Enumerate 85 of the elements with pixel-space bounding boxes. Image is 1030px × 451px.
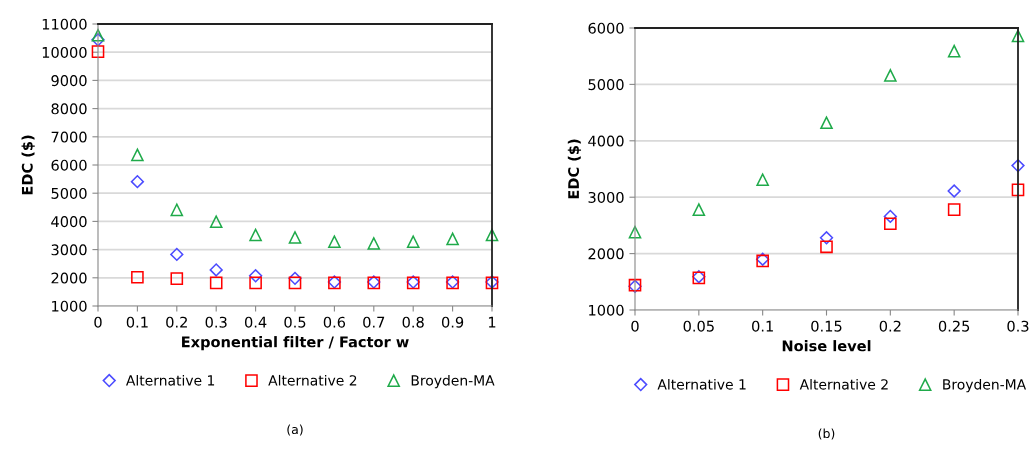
- y-tick-label: 10000: [42, 46, 87, 58]
- point: [692, 203, 706, 216]
- x-tick-label: 0.1: [752, 320, 773, 332]
- point: [628, 225, 642, 239]
- point: [170, 203, 184, 217]
- point: [406, 235, 420, 249]
- point: [820, 240, 833, 254]
- legend-label: Alternative 1: [126, 374, 215, 386]
- y-tick-label: 7000: [51, 131, 87, 143]
- y-tick-label: 8000: [51, 103, 87, 115]
- point: [249, 276, 262, 290]
- x-tick-label: 0.25: [938, 320, 970, 332]
- point: [209, 276, 223, 290]
- x-axis-title: Noise level: [782, 340, 871, 352]
- x-tick-label: 0.7: [363, 316, 385, 328]
- point: [820, 116, 833, 130]
- point: [170, 272, 184, 285]
- point: [209, 215, 223, 229]
- point: [328, 235, 341, 249]
- y-axis-title: EDC ($): [21, 135, 35, 195]
- legend-label: Alternative 1: [657, 378, 746, 390]
- y-tick-label: 3000: [51, 244, 87, 256]
- point: [91, 33, 105, 47]
- point: [131, 148, 144, 162]
- point: [1011, 183, 1025, 197]
- point: [947, 203, 961, 216]
- point: [91, 28, 105, 42]
- point: [130, 174, 145, 189]
- y-tick-label: 5000: [588, 79, 624, 91]
- point: [170, 247, 184, 262]
- point: [1011, 158, 1025, 173]
- point: [288, 231, 302, 244]
- point: [367, 237, 381, 250]
- y-tick-label: 4000: [588, 135, 624, 147]
- legend-label: Broyden-MA: [943, 378, 1027, 393]
- y-tick-label: 2000: [588, 248, 624, 260]
- point: [446, 232, 459, 246]
- x-tick-label: 0: [94, 316, 102, 328]
- legend-label: Broyden-MA: [411, 374, 495, 389]
- y-tick-label: 2000: [51, 272, 87, 284]
- x-tick-label: 0.15: [811, 320, 842, 332]
- x-tick-label: 0.3: [1007, 320, 1029, 332]
- x-tick-label: 0: [631, 320, 639, 332]
- y-axis-title: EDC ($): [567, 139, 582, 199]
- y-tick-label: 11000: [42, 18, 87, 30]
- x-tick-label: 0.8: [402, 316, 424, 328]
- x-tick-label: 0.2: [879, 320, 901, 332]
- point: [819, 231, 834, 245]
- point: [947, 184, 961, 198]
- text: (a): [287, 424, 303, 436]
- y-tick-label: 5000: [51, 187, 87, 199]
- x-tick-label: 0.05: [683, 320, 714, 332]
- y-tick-label: 6000: [51, 159, 87, 171]
- point: [131, 270, 144, 284]
- text: (b): [818, 428, 835, 440]
- y-tick-label: 9000: [51, 75, 87, 87]
- point: [91, 45, 105, 58]
- x-tick-label: 0.6: [323, 316, 346, 328]
- point: [485, 228, 499, 242]
- point: [883, 209, 897, 224]
- legend-label: Alternative 2: [799, 378, 888, 390]
- point: [1011, 29, 1025, 43]
- x-tick-label: 0.1: [126, 316, 148, 328]
- x-tick-label: 0.9: [441, 316, 464, 328]
- point: [756, 173, 769, 187]
- x-tick-label: 0.4: [244, 316, 267, 328]
- point: [884, 217, 897, 231]
- point: [288, 276, 302, 290]
- x-tick-label: 0.5: [284, 316, 306, 328]
- point: [947, 44, 961, 58]
- point: [209, 263, 223, 277]
- y-tick-label: 1000: [589, 304, 624, 316]
- point: [249, 228, 262, 242]
- point: [248, 269, 263, 283]
- x-tick-label: 0.2: [166, 316, 187, 328]
- y-tick-label: 1000: [52, 300, 87, 312]
- x-tick-label: 1: [488, 316, 496, 328]
- legend-label: Alternative 2: [268, 374, 357, 386]
- point: [288, 271, 302, 286]
- y-tick-label: 6000: [588, 22, 624, 34]
- y-tick-label: 3000: [588, 191, 624, 203]
- y-tick-label: 4000: [51, 216, 87, 228]
- x-tick-label: 0.3: [205, 316, 227, 328]
- x-axis-title: Exponential filter / Factor w: [182, 336, 409, 351]
- point: [884, 69, 897, 82]
